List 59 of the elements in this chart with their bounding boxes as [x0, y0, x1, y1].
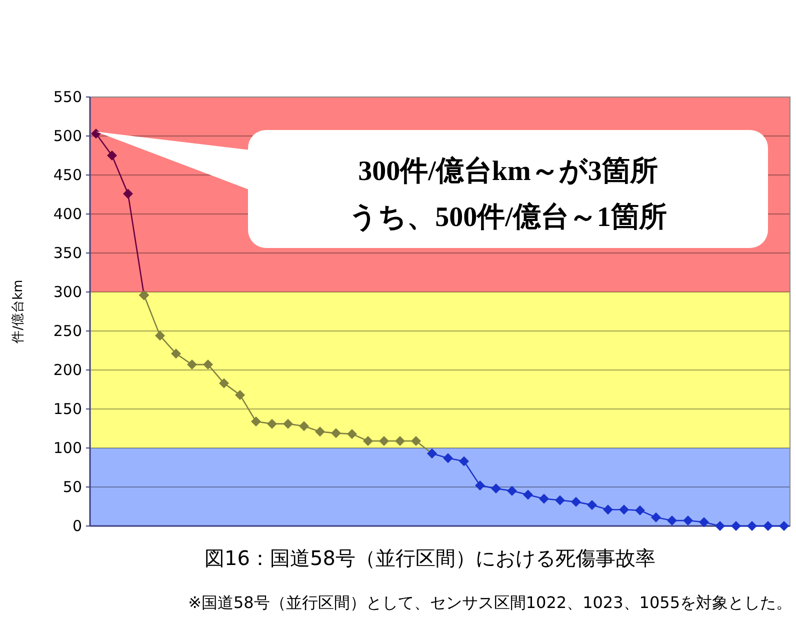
point [571, 496, 581, 507]
point [667, 516, 677, 526]
point [731, 521, 741, 531]
point [603, 504, 613, 515]
annotation: うち、500件/億台～1箇所 [349, 201, 667, 233]
point [763, 521, 773, 531]
y-tick-label: 50 [62, 478, 82, 496]
point [331, 428, 341, 438]
point [219, 378, 229, 388]
point [651, 512, 661, 522]
y-tick-label: 500 [53, 127, 82, 145]
point [235, 390, 245, 400]
point [107, 150, 117, 160]
point [315, 426, 325, 437]
point [443, 453, 453, 464]
y-tick-label: 550 [53, 88, 82, 106]
y-axis-title: 件/億台km [11, 280, 26, 344]
point [171, 348, 181, 359]
y-tick-label: 450 [53, 166, 82, 184]
point [411, 436, 421, 446]
y-tick-label: 400 [53, 205, 82, 223]
point [683, 516, 693, 526]
point [747, 521, 757, 531]
point [523, 490, 533, 500]
annotation: 300件/億台km～が3箇所 [358, 155, 658, 187]
point [123, 188, 133, 199]
y-tick-label: 250 [53, 322, 82, 340]
point [555, 495, 565, 506]
point [347, 428, 357, 439]
y-tick-label: 0 [72, 517, 82, 535]
point [635, 505, 645, 516]
point [779, 521, 789, 531]
point [267, 418, 277, 429]
y-tick-label: 150 [53, 400, 82, 418]
y-tick-label: 350 [53, 244, 82, 262]
point [459, 456, 469, 466]
point [539, 494, 549, 504]
point [507, 486, 517, 496]
point [203, 360, 213, 370]
point [379, 436, 389, 446]
point [299, 421, 309, 432]
point [587, 500, 597, 510]
y-tick-label: 100 [53, 439, 82, 457]
point [91, 128, 101, 139]
point [715, 521, 725, 531]
point [283, 418, 293, 429]
point [363, 436, 373, 446]
point [699, 517, 709, 528]
text: 図16：国道58号（並行区間）における死傷事故率 [204, 546, 656, 570]
point [491, 484, 501, 494]
point [251, 416, 261, 426]
y-tick-label: 200 [53, 361, 82, 379]
point [187, 360, 197, 370]
point [619, 504, 629, 515]
point [155, 330, 165, 341]
text: ※国道58号（並行区間）として、センサス区間1022、1023、1055を対象とした。 [188, 593, 792, 612]
y-tick-label: 300 [53, 283, 82, 301]
point [475, 480, 485, 490]
point [395, 436, 405, 446]
